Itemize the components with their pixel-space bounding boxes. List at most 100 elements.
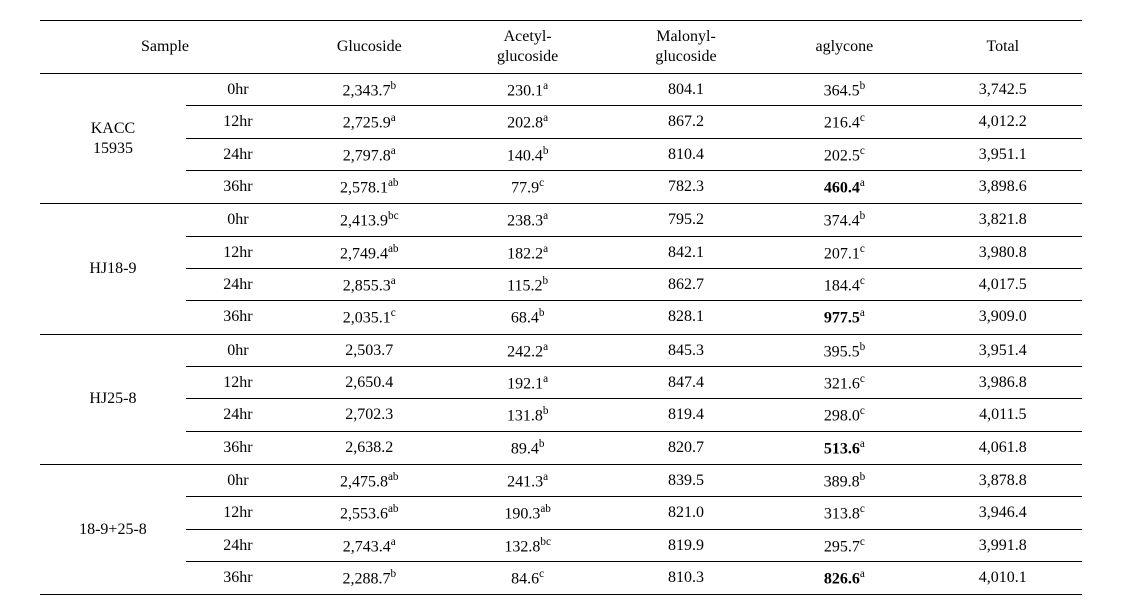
time-cell: 36hr [186,562,290,595]
acetyl-cell: 238.3a [448,204,606,237]
aglycone-cell: 184.4c [765,269,923,301]
malonyl-cell: 839.5 [607,464,765,497]
table-row: 24hr2,743.4a132.8bc819.9295.7c3,991.8 [40,530,1082,562]
sample-name: HJ25-8 [40,334,186,464]
total-cell: 3,898.6 [924,171,1082,204]
total-cell: 4,010.1 [924,562,1082,595]
table-row: 24hr2,855.3a115.2b862.7184.4c4,017.5 [40,269,1082,301]
aglycone-cell: 321.6c [765,367,923,399]
sample-name: HJ18-9 [40,204,186,334]
table-header: Sample Glucoside Acetyl-glucoside Malony… [40,21,1082,74]
time-cell: 24hr [186,530,290,562]
malonyl-cell: 819.4 [607,399,765,431]
header-aglycone: aglycone [765,21,923,74]
total-cell: 4,061.8 [924,432,1082,465]
aglycone-cell: 364.5b [765,74,923,107]
glucoside-cell: 2,725.9a [290,106,448,138]
isoflavone-table: Sample Glucoside Acetyl-glucoside Malony… [40,20,1082,595]
table-row: 36hr2,035.1c68.4b828.1977.5a3,909.0 [40,301,1082,334]
malonyl-cell: 867.2 [607,106,765,138]
total-cell: 3,946.4 [924,497,1082,529]
total-cell: 3,986.8 [924,367,1082,399]
table-row: 12hr2,725.9a202.8a867.2216.4c4,012.2 [40,106,1082,138]
malonyl-cell: 820.7 [607,432,765,465]
glucoside-cell: 2,855.3a [290,269,448,301]
aglycone-cell: 513.6a [765,432,923,465]
header-sample: Sample [40,21,290,74]
total-cell: 4,012.2 [924,106,1082,138]
aglycone-cell: 216.4c [765,106,923,138]
acetyl-cell: 140.4b [448,139,606,171]
sample-name: KACC15935 [40,74,186,204]
glucoside-cell: 2,035.1c [290,301,448,334]
malonyl-cell: 821.0 [607,497,765,529]
total-cell: 3,951.4 [924,334,1082,367]
aglycone-cell: 389.8b [765,464,923,497]
acetyl-cell: 190.3ab [448,497,606,529]
malonyl-cell: 804.1 [607,74,765,107]
malonyl-cell: 842.1 [607,237,765,269]
total-cell: 4,017.5 [924,269,1082,301]
time-cell: 0hr [186,74,290,107]
aglycone-cell: 374.4b [765,204,923,237]
glucoside-cell: 2,475.8ab [290,464,448,497]
time-cell: 24hr [186,139,290,171]
acetyl-cell: 68.4b [448,301,606,334]
table-body: KACC159350hr2,343.7b230.1a804.1364.5b3,7… [40,74,1082,595]
time-cell: 24hr [186,399,290,431]
total-cell: 3,878.8 [924,464,1082,497]
time-cell: 36hr [186,171,290,204]
acetyl-cell: 115.2b [448,269,606,301]
glucoside-cell: 2,343.7b [290,74,448,107]
malonyl-cell: 795.2 [607,204,765,237]
total-cell: 3,951.1 [924,139,1082,171]
total-cell: 3,821.8 [924,204,1082,237]
header-glucoside: Glucoside [290,21,448,74]
malonyl-cell: 828.1 [607,301,765,334]
glucoside-cell: 2,503.7 [290,334,448,367]
table-row: HJ18-90hr2,413.9bc238.3a795.2374.4b3,821… [40,204,1082,237]
time-cell: 0hr [186,334,290,367]
aglycone-cell: 298.0c [765,399,923,431]
acetyl-cell: 89.4b [448,432,606,465]
time-cell: 36hr [186,432,290,465]
time-cell: 12hr [186,497,290,529]
aglycone-cell: 313.8c [765,497,923,529]
table-row: KACC159350hr2,343.7b230.1a804.1364.5b3,7… [40,74,1082,107]
total-cell: 3,991.8 [924,530,1082,562]
glucoside-cell: 2,638.2 [290,432,448,465]
sample-name: 18-9+25-8 [40,464,186,594]
time-cell: 12hr [186,237,290,269]
glucoside-cell: 2,650.4 [290,367,448,399]
aglycone-cell: 826.6a [765,562,923,595]
malonyl-cell: 810.4 [607,139,765,171]
aglycone-cell: 207.1c [765,237,923,269]
table-row: 12hr2,553.6ab190.3ab821.0313.8c3,946.4 [40,497,1082,529]
aglycone-cell: 460.4a [765,171,923,204]
malonyl-cell: 819.9 [607,530,765,562]
table-row: 12hr2,650.4192.1a847.4321.6c3,986.8 [40,367,1082,399]
table-row: 24hr2,797.8a140.4b810.4202.5c3,951.1 [40,139,1082,171]
total-cell: 4,011.5 [924,399,1082,431]
aglycone-cell: 202.5c [765,139,923,171]
acetyl-cell: 202.8a [448,106,606,138]
glucoside-cell: 2,553.6ab [290,497,448,529]
glucoside-cell: 2,797.8a [290,139,448,171]
acetyl-cell: 230.1a [448,74,606,107]
table-row: 36hr2,288.7b84.6c810.3826.6a4,010.1 [40,562,1082,595]
total-cell: 3,980.8 [924,237,1082,269]
time-cell: 0hr [186,464,290,497]
total-cell: 3,909.0 [924,301,1082,334]
acetyl-cell: 241.3a [448,464,606,497]
malonyl-cell: 845.3 [607,334,765,367]
header-malonyl: Malonyl-glucoside [607,21,765,74]
glucoside-cell: 2,702.3 [290,399,448,431]
time-cell: 12hr [186,106,290,138]
glucoside-cell: 2,413.9bc [290,204,448,237]
table-row: 36hr2,578.1ab77.9c782.3460.4a3,898.6 [40,171,1082,204]
malonyl-cell: 810.3 [607,562,765,595]
acetyl-cell: 131.8b [448,399,606,431]
malonyl-cell: 862.7 [607,269,765,301]
acetyl-cell: 192.1a [448,367,606,399]
time-cell: 12hr [186,367,290,399]
